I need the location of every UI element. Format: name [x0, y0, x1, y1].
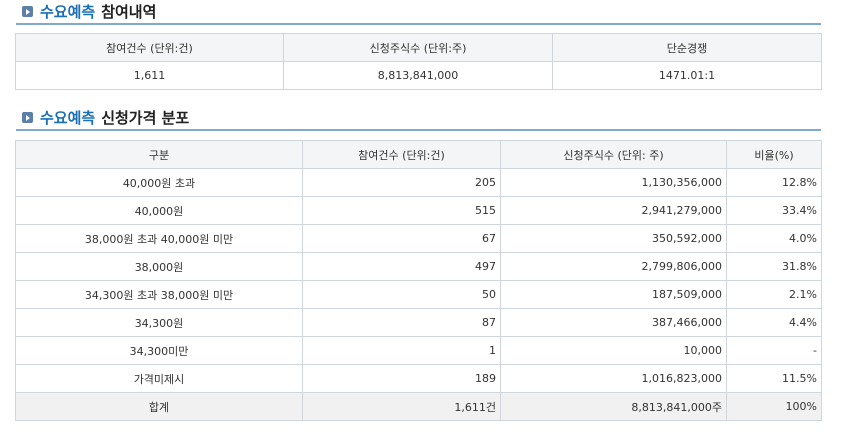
cell-participants: 50 — [302, 280, 501, 309]
value-participants: 1,611 — [15, 61, 284, 90]
table-header-row: 구분 참여건수 (단위:건) 신청주식수 (단위: 주) 비율(%) — [15, 140, 822, 169]
cell-ratio: 4.4% — [726, 308, 822, 337]
cell-shares: 2,941,279,000 — [500, 196, 727, 225]
summary-table: 참여건수 (단위:건) 신청주식수 (단위:주) 단순경쟁 1,611 8,81… — [15, 33, 822, 90]
cell-category: 34,300원 — [15, 308, 303, 337]
arrow-bullet-icon — [22, 6, 33, 17]
table-row: 38,000원 초과 40,000원 미만 67 350,592,000 4.0… — [15, 224, 822, 253]
cell-participants: 1 — [302, 336, 501, 365]
table-row: 38,000원 497 2,799,806,000 31.8% — [15, 252, 822, 281]
cell-participants: 67 — [302, 224, 501, 253]
section-title-participation: 수요예측 참여내역 — [22, 1, 156, 22]
section-title-accent: 수요예측 — [40, 3, 96, 21]
section-title-distribution: 수요예측 신청가격 분포 — [22, 107, 189, 128]
header-ratio: 비율(%) — [726, 140, 822, 169]
section-divider — [16, 23, 821, 25]
section-title-accent: 수요예측 — [40, 109, 96, 127]
cell-ratio: 4.0% — [726, 224, 822, 253]
header-participants: 참여건수 (단위:건) — [15, 33, 284, 62]
cell-shares: 350,592,000 — [500, 224, 727, 253]
cell-ratio: - — [726, 336, 822, 365]
cell-category: 가격미제시 — [15, 364, 303, 393]
header-participants: 참여건수 (단위:건) — [302, 140, 501, 169]
table-row: 40,000원 515 2,941,279,000 33.4% — [15, 196, 822, 225]
cell-ratio: 11.5% — [726, 364, 822, 393]
total-row: 합계 1,611건 8,813,841,000주 100% — [15, 392, 822, 421]
cell-category: 38,000원 초과 40,000원 미만 — [15, 224, 303, 253]
table-row: 34,300미만 1 10,000 - — [15, 336, 822, 365]
table-header-row: 참여건수 (단위:건) 신청주식수 (단위:주) 단순경쟁 — [15, 33, 822, 62]
cell-ratio: 12.8% — [726, 168, 822, 197]
table-row: 34,300원 87 387,466,000 4.4% — [15, 308, 822, 337]
total-label: 합계 — [15, 392, 303, 421]
cell-ratio: 33.4% — [726, 196, 822, 225]
header-category: 구분 — [15, 140, 303, 169]
section-title-text: 신청가격 분포 — [101, 109, 190, 127]
cell-shares: 1,130,356,000 — [500, 168, 727, 197]
section-title-text: 참여내역 — [101, 3, 157, 21]
cell-participants: 189 — [302, 364, 501, 393]
cell-category: 40,000원 — [15, 196, 303, 225]
cell-ratio: 31.8% — [726, 252, 822, 281]
header-shares: 신청주식수 (단위: 주) — [500, 140, 727, 169]
cell-participants: 497 — [302, 252, 501, 281]
value-competition: 1471.01:1 — [552, 61, 822, 90]
cell-category: 34,300원 초과 38,000원 미만 — [15, 280, 303, 309]
section-divider — [16, 129, 821, 131]
cell-shares: 387,466,000 — [500, 308, 727, 337]
table-row: 40,000원 초과 205 1,130,356,000 12.8% — [15, 168, 822, 197]
value-shares: 8,813,841,000 — [283, 61, 553, 90]
total-participants: 1,611건 — [302, 392, 501, 421]
table-row: 1,611 8,813,841,000 1471.01:1 — [15, 61, 822, 90]
distribution-table: 구분 참여건수 (단위:건) 신청주식수 (단위: 주) 비율(%) 40,00… — [15, 140, 822, 421]
table-row: 34,300원 초과 38,000원 미만 50 187,509,000 2.1… — [15, 280, 822, 309]
total-shares: 8,813,841,000주 — [500, 392, 727, 421]
arrow-bullet-icon — [22, 112, 33, 123]
cell-shares: 187,509,000 — [500, 280, 727, 309]
cell-shares: 2,799,806,000 — [500, 252, 727, 281]
table-row: 가격미제시 189 1,016,823,000 11.5% — [15, 364, 822, 393]
cell-participants: 515 — [302, 196, 501, 225]
cell-shares: 10,000 — [500, 336, 727, 365]
cell-participants: 87 — [302, 308, 501, 337]
cell-shares: 1,016,823,000 — [500, 364, 727, 393]
cell-category: 38,000원 — [15, 252, 303, 281]
cell-ratio: 2.1% — [726, 280, 822, 309]
cell-participants: 205 — [302, 168, 501, 197]
header-competition: 단순경쟁 — [552, 33, 822, 62]
cell-category: 40,000원 초과 — [15, 168, 303, 197]
cell-category: 34,300미만 — [15, 336, 303, 365]
total-ratio: 100% — [726, 392, 822, 421]
header-shares: 신청주식수 (단위:주) — [283, 33, 553, 62]
